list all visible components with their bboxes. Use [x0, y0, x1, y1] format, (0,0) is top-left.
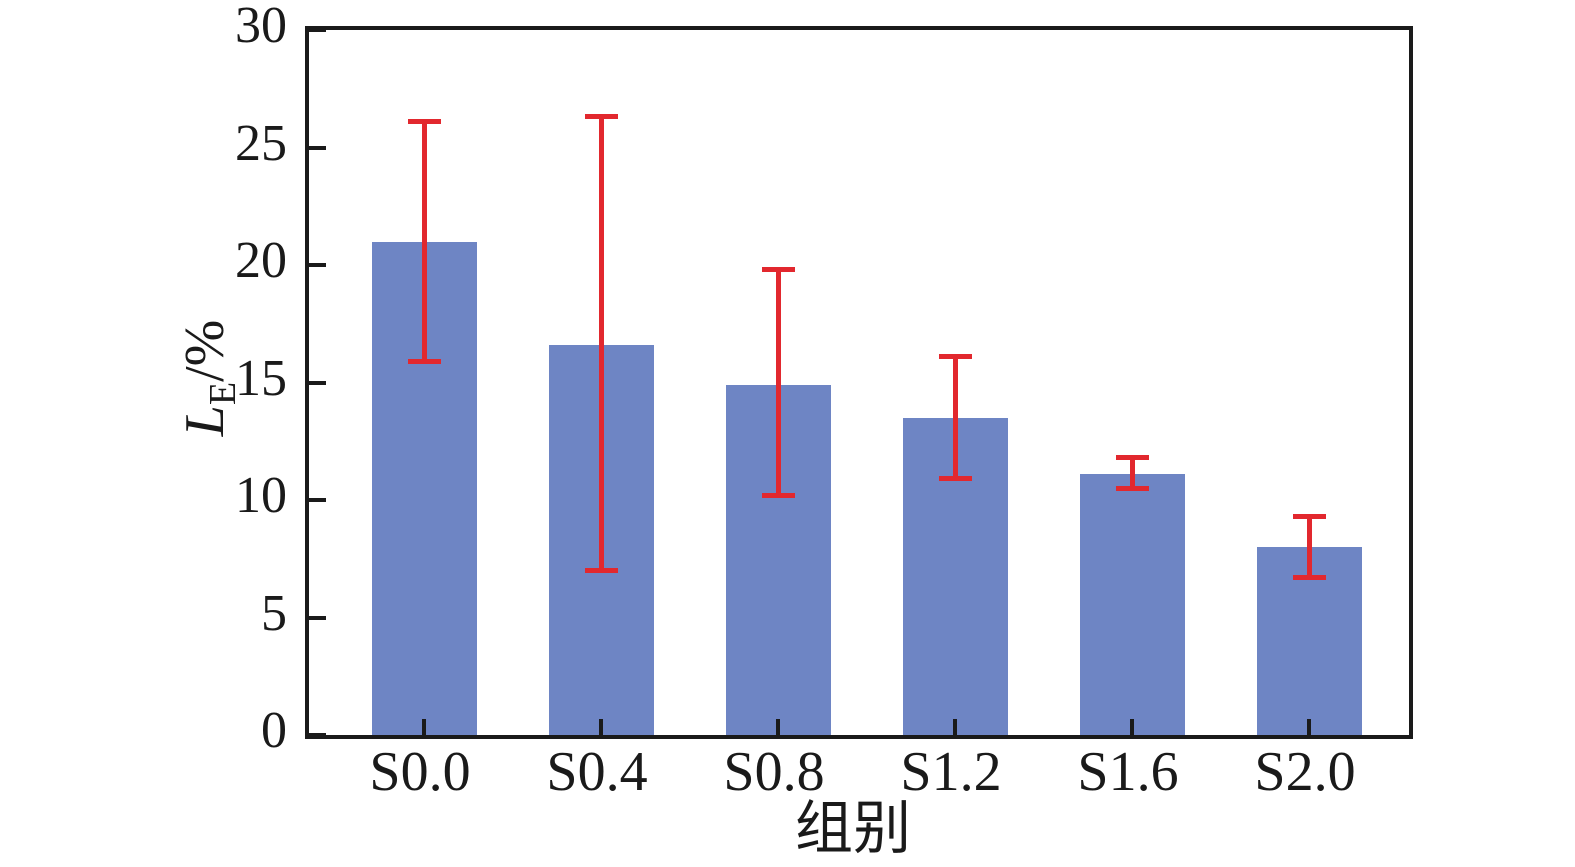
error-bar-cap-bottom — [761, 492, 795, 498]
plot-area — [305, 26, 1413, 739]
y-axis-title-symbol: L — [174, 405, 236, 437]
x-tick-label-S0.8: S0.8 — [723, 741, 825, 803]
error-bar-line — [598, 116, 604, 571]
y-tick — [309, 733, 326, 737]
error-bar-cap-top — [1115, 455, 1149, 461]
x-tick-label-S1.6: S1.6 — [1077, 741, 1179, 803]
y-tick — [309, 498, 326, 502]
error-bar-cap-bottom — [1115, 485, 1149, 491]
error-bar-cap-top — [1292, 513, 1326, 519]
y-tick-label: 20 — [235, 232, 287, 289]
error-bar-line — [952, 356, 958, 479]
x-tick — [1307, 719, 1311, 735]
y-tick — [309, 615, 326, 620]
y-tick — [309, 263, 326, 267]
error-bar-line — [421, 121, 427, 362]
y-tick-label: 25 — [235, 114, 287, 172]
error-bar-line — [775, 269, 781, 496]
y-axis-title: LE/% — [174, 319, 244, 437]
y-axis-title-unit: /% — [174, 319, 236, 382]
error-bar-cap-bottom — [584, 568, 618, 573]
bar-S1.6 — [1079, 474, 1185, 735]
error-bar-line — [1129, 457, 1135, 489]
x-tick-label-S2.0: S2.0 — [1254, 741, 1356, 803]
y-tick-label: 15 — [235, 349, 287, 407]
y-axis-title-subscript: E — [202, 381, 245, 406]
y-tick — [309, 28, 326, 32]
x-tick — [599, 719, 603, 735]
error-bar-cap-bottom — [938, 476, 972, 482]
x-tick-label-S1.2: S1.2 — [900, 741, 1002, 803]
x-tick — [422, 719, 426, 735]
y-tick-label: 30 — [235, 0, 287, 54]
x-axis-title: 组别 — [794, 796, 912, 861]
x-tick-label-S0.4: S0.4 — [546, 741, 648, 803]
error-bar-cap-top — [584, 114, 618, 120]
error-bar-cap-bottom — [1292, 575, 1326, 581]
y-tick-label: 0 — [261, 702, 287, 759]
error-bar-cap-top — [407, 119, 441, 125]
y-tick-label: 5 — [261, 584, 287, 642]
x-tick-label-S0.0: S0.0 — [369, 741, 471, 803]
x-tick — [953, 719, 957, 735]
error-bar-cap-bottom — [407, 358, 441, 364]
y-tick — [309, 145, 326, 150]
error-bar-cap-top — [938, 354, 972, 360]
y-tick-label: 10 — [235, 467, 287, 524]
x-tick — [1130, 719, 1134, 735]
error-bar-line — [1306, 516, 1312, 578]
y-tick — [309, 380, 326, 385]
x-tick — [776, 719, 780, 735]
error-bar-cap-top — [761, 267, 795, 273]
